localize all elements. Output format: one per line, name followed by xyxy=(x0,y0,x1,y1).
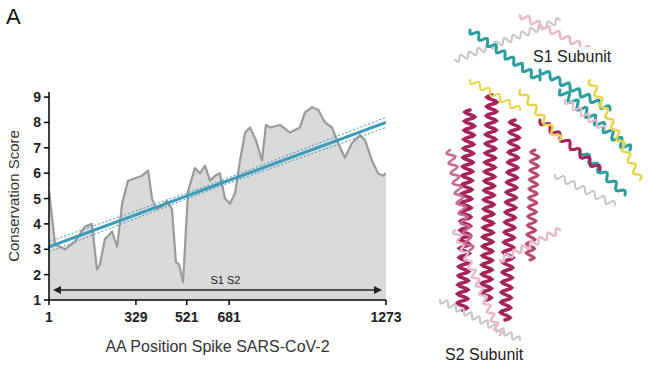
trend-line xyxy=(49,122,386,246)
y-tick-label: 7 xyxy=(33,140,41,156)
conservation-line xyxy=(49,107,386,282)
y-tick-label: 1 xyxy=(33,292,41,308)
ribbon xyxy=(565,100,606,130)
x-axis-title: AA Position Spike SARS-CoV-2 xyxy=(105,338,329,355)
y-tick-label: 9 xyxy=(33,89,41,105)
label-ground xyxy=(531,47,614,66)
x-tick-label: 1273 xyxy=(370,309,401,325)
y-axis-title: Conservation Score xyxy=(5,130,22,262)
x-tick xyxy=(48,300,50,305)
ribbon xyxy=(519,90,560,140)
y-tick-label: 4 xyxy=(33,216,41,232)
y-tick xyxy=(44,198,49,200)
x-axis xyxy=(49,299,386,301)
x-tick xyxy=(385,300,387,305)
y-axis xyxy=(48,92,50,300)
structure-label: S1 Subunit xyxy=(533,48,612,65)
domain-arrow xyxy=(59,289,376,291)
y-tick xyxy=(44,223,49,225)
figure: 1 2 3 4 5 6 7 8 9 1 329 521 681 1273 AA Position Spike… xyxy=(0,0,648,371)
ribbon xyxy=(453,230,502,335)
x-tick-label: 1 xyxy=(45,309,53,325)
structure-label: S2 Subunit xyxy=(445,346,524,363)
y-tick-label: 5 xyxy=(33,191,41,207)
ribbon xyxy=(500,228,560,261)
structure xyxy=(440,15,641,340)
ribbon xyxy=(500,120,519,320)
confidence-line xyxy=(49,117,386,241)
ribbon xyxy=(555,175,615,205)
x-tick xyxy=(228,300,230,305)
plot-marks xyxy=(49,107,386,300)
domain-annotation: S1 S2 xyxy=(211,274,241,286)
y-tick-label: 3 xyxy=(33,241,41,257)
ribbon xyxy=(470,30,540,80)
y-tick-label: 2 xyxy=(33,267,41,283)
panel-label: A xyxy=(6,4,21,29)
confidence-line xyxy=(49,128,386,252)
y-tick-label: 8 xyxy=(33,114,41,130)
ribbon xyxy=(440,300,520,340)
x-tick xyxy=(186,300,188,305)
y-tick xyxy=(44,172,49,174)
x-tick-label: 521 xyxy=(175,309,199,325)
arrow-head xyxy=(53,286,61,294)
ribbon xyxy=(447,150,474,250)
y-tick xyxy=(44,96,49,98)
arrow-head xyxy=(374,286,382,294)
y-tick-label: 6 xyxy=(33,165,41,181)
ribbon xyxy=(540,120,600,170)
x-tick xyxy=(135,300,137,305)
x-tick-label: 681 xyxy=(217,309,241,325)
y-tick xyxy=(44,249,49,251)
x-tick-label: 329 xyxy=(124,309,148,325)
y-tick xyxy=(44,274,49,276)
y-tick xyxy=(44,147,49,149)
y-tick xyxy=(44,122,49,124)
ribbon xyxy=(481,95,497,300)
conservation-area xyxy=(49,107,386,300)
ribbon xyxy=(470,80,520,110)
